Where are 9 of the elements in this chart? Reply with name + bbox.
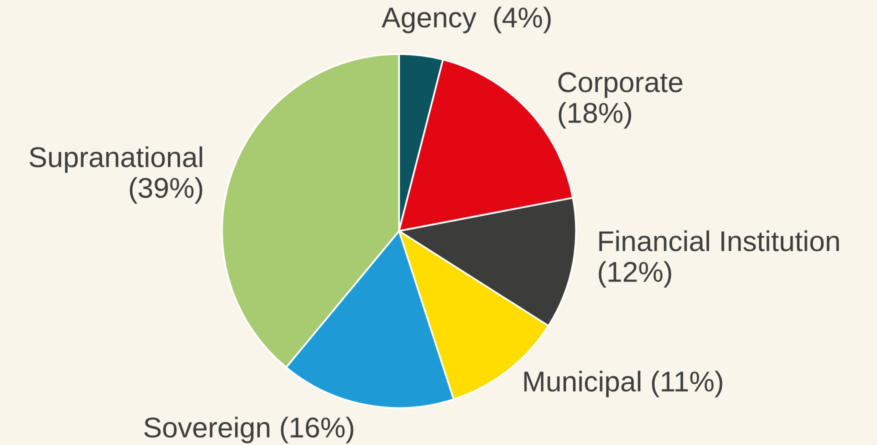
data-label: (39%) (130, 177, 202, 204)
slice-label: Municipal (11%) (524, 370, 722, 398)
data-label: (18%) (558, 102, 632, 129)
data-label: (12%) (598, 261, 672, 288)
slice-label: Financial Institution (599, 230, 839, 252)
slice-label: Supranational (30, 146, 202, 173)
slice-label: Agency (4%) (382, 6, 551, 34)
slice-label: Sovereign (16%) (144, 416, 354, 444)
slice-label: Corporate (558, 72, 682, 98)
